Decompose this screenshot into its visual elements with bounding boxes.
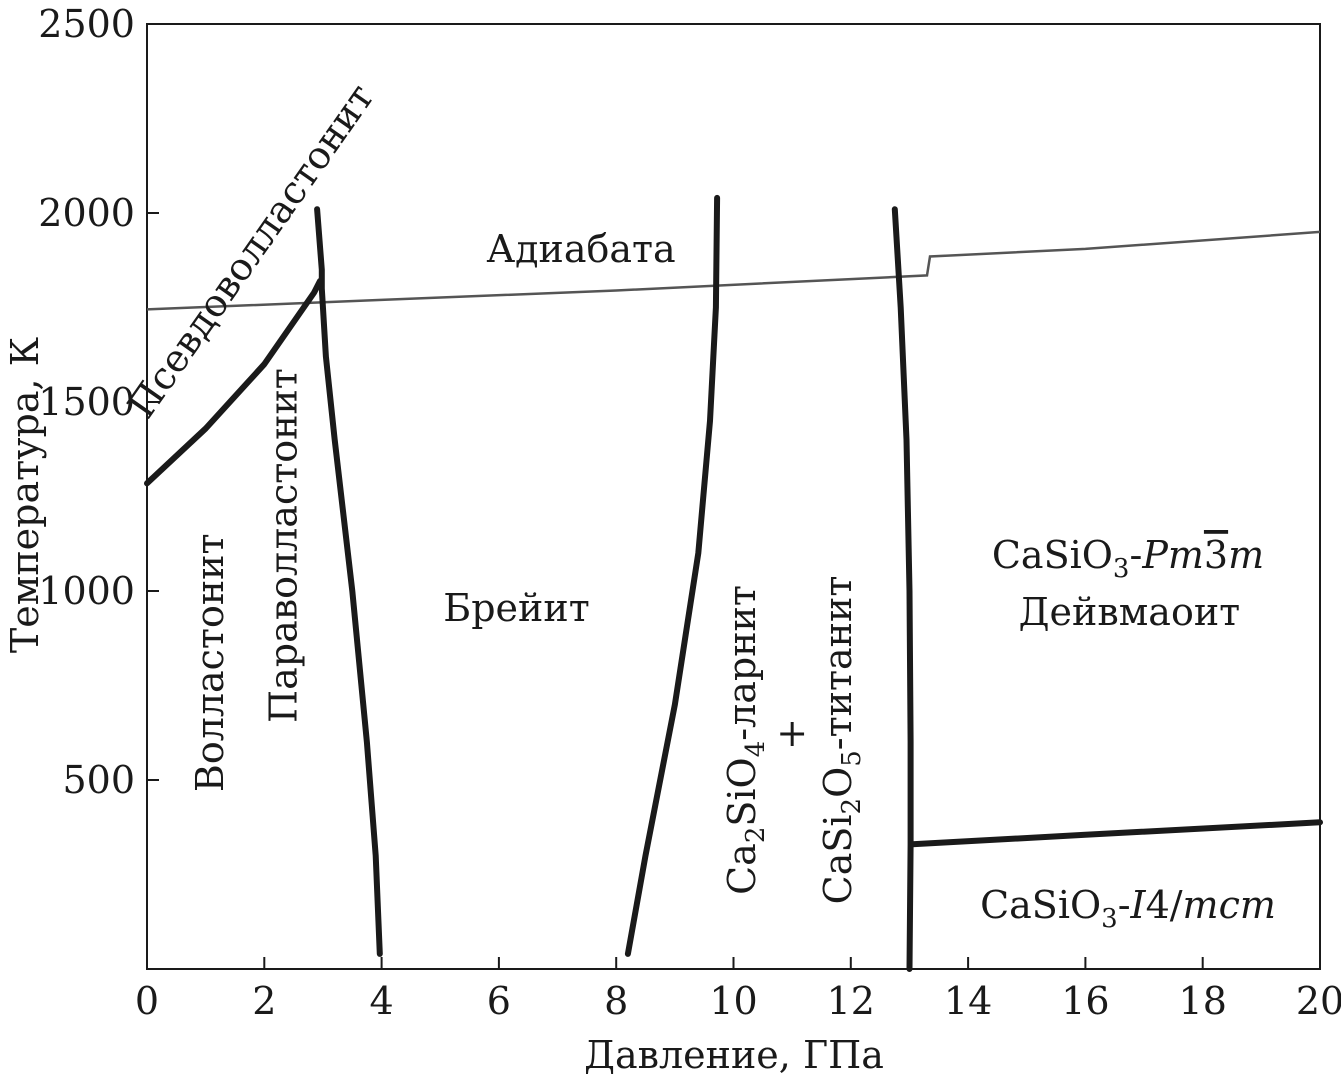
phase-boundary-1 <box>144 278 323 487</box>
y-tick-label: 2000 <box>38 191 135 235</box>
region-label-3: Параволластонит <box>262 368 306 723</box>
x-tick-label: 14 <box>944 979 992 1023</box>
x-tick-label: 2 <box>252 979 276 1023</box>
y-tick-label: 1500 <box>38 380 135 424</box>
phase-boundary-3 <box>624 194 721 957</box>
x-tick-label: 18 <box>1179 979 1227 1023</box>
region-label-6: + <box>776 711 808 755</box>
y-tick-label: 500 <box>62 758 135 802</box>
x-tick-label: 16 <box>1061 979 1109 1023</box>
cubic-phase-label: CaSiO3-Pm3m <box>992 533 1264 584</box>
x-tick-label: 6 <box>487 979 511 1023</box>
region-label-1: Псевдоволластонит <box>119 76 383 426</box>
y-axis-ticks: 500 1000 1500 2000 2500 <box>38 2 159 802</box>
x-axis-label: Давление, ГПа <box>584 1033 884 1077</box>
titanite-formula-label: CaSi2O5-титанит <box>816 576 867 905</box>
y-tick-label: 2500 <box>38 2 135 46</box>
tetragonal-phase-label: CaSiO3-I4/mcm <box>980 883 1276 934</box>
phase-boundaries <box>144 194 1323 972</box>
region-label-4: Волластонит <box>188 533 232 792</box>
phase-boundary-4 <box>891 206 914 972</box>
adiabat-line <box>146 230 1321 311</box>
x-tick-label: 8 <box>604 979 628 1023</box>
y-tick-label: 1000 <box>38 569 135 613</box>
x-tick-label: 12 <box>827 979 875 1023</box>
region-label-7: Дейвмаоит <box>1019 590 1241 634</box>
x-axis-ticks: 0 2 4 6 8 10 12 14 16 18 20 <box>135 957 1341 1023</box>
x-tick-label: 10 <box>709 979 757 1023</box>
x-tick-label: 0 <box>135 979 159 1023</box>
region-label-5: Брейит <box>443 586 589 630</box>
x-tick-label: 4 <box>370 979 394 1023</box>
x-tick-label: 20 <box>1296 979 1341 1023</box>
larnite-formula-label: Ca2SiO4-ларнит <box>720 585 771 895</box>
phase-boundary-2 <box>314 206 383 957</box>
y-axis-label: Температура, К <box>3 337 47 653</box>
phase-boundary-5 <box>909 819 1323 848</box>
region-label-2: Адиабата <box>486 227 675 271</box>
